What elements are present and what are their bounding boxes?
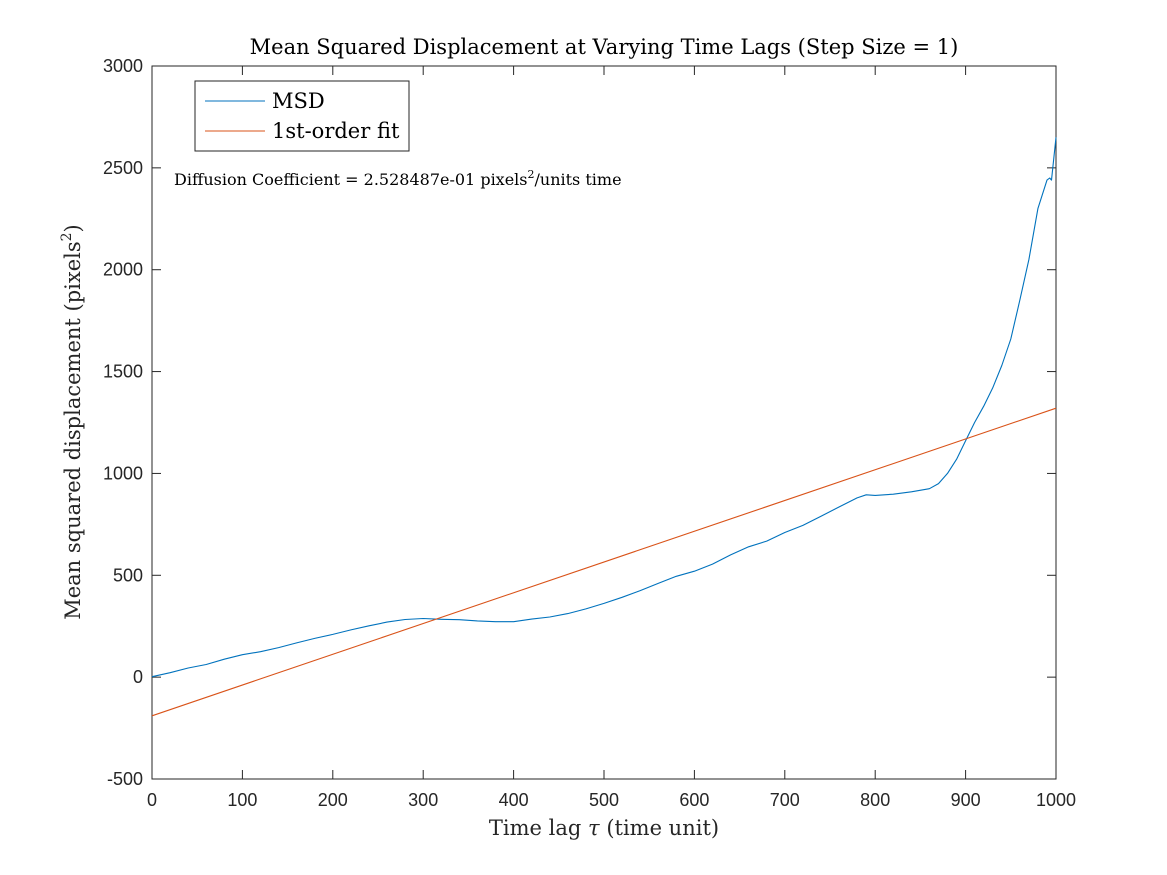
y-tick-labels: -500 0 500 1000 1500 2000 2500 3000	[103, 56, 143, 789]
x-tick-label: 100	[227, 790, 257, 810]
x-tick-label: 1000	[1036, 790, 1076, 810]
series-group	[151, 137, 1057, 717]
x-tick-label: 500	[589, 790, 619, 810]
y-tick-label: 2500	[103, 158, 143, 178]
chart-title: Mean Squared Displacement at Varying Tim…	[250, 35, 959, 59]
x-axis-label-main: Time lag	[489, 816, 588, 840]
y-axis-label-main: Mean squared displacement (pixels	[61, 241, 85, 619]
y-tick-label: 3000	[103, 56, 143, 76]
x-tick-labels: 0 100 200 300 400 500 600 700 800 900 1000	[147, 790, 1076, 810]
legend-label-msd: MSD	[272, 89, 325, 113]
diffusion-annotation: Diffusion Coefficient = 2.528487e-01 pix…	[174, 168, 622, 189]
y-axis-label-sup: 2	[59, 232, 75, 241]
plot-area	[151, 65, 1057, 780]
y-tick-label: 1500	[103, 362, 143, 382]
y-tick-label: 2000	[103, 260, 143, 280]
y-tick-label: -500	[107, 769, 143, 789]
tick-marks	[151, 65, 1057, 780]
legend: MSD 1st-order fit	[194, 80, 410, 152]
x-tick-label: 600	[679, 790, 709, 810]
series-fit-line	[151, 407, 1057, 717]
annotation-prefix: Diffusion Coefficient = 2.528487e-01 pix…	[174, 170, 528, 189]
annotation-sup: 2	[528, 168, 535, 181]
y-axis-label: Mean squared displacement (pixels2)	[59, 224, 85, 620]
y-tick-label: 0	[133, 667, 143, 687]
x-tick-label: 300	[408, 790, 438, 810]
x-axis-label-unit: (time unit)	[600, 816, 719, 840]
x-tick-label: 900	[951, 790, 981, 810]
y-axis-label-end: )	[61, 224, 85, 232]
x-tick-label: 200	[318, 790, 348, 810]
x-tick-label: 400	[499, 790, 529, 810]
legend-box	[194, 80, 410, 152]
x-axis-label-symbol: τ	[588, 816, 600, 840]
axes-box	[151, 65, 1057, 780]
y-tick-label: 1000	[103, 463, 143, 483]
series-msd-line	[151, 137, 1057, 678]
legend-label-fit: 1st-order fit	[272, 119, 400, 143]
y-tick-label: 500	[113, 565, 143, 585]
x-tick-label: 800	[860, 790, 890, 810]
annotation-suffix: /units time	[535, 170, 622, 189]
x-tick-label: 0	[147, 790, 157, 810]
x-axis-label: Time lag τ (time unit)	[489, 816, 719, 840]
x-tick-label: 700	[770, 790, 800, 810]
